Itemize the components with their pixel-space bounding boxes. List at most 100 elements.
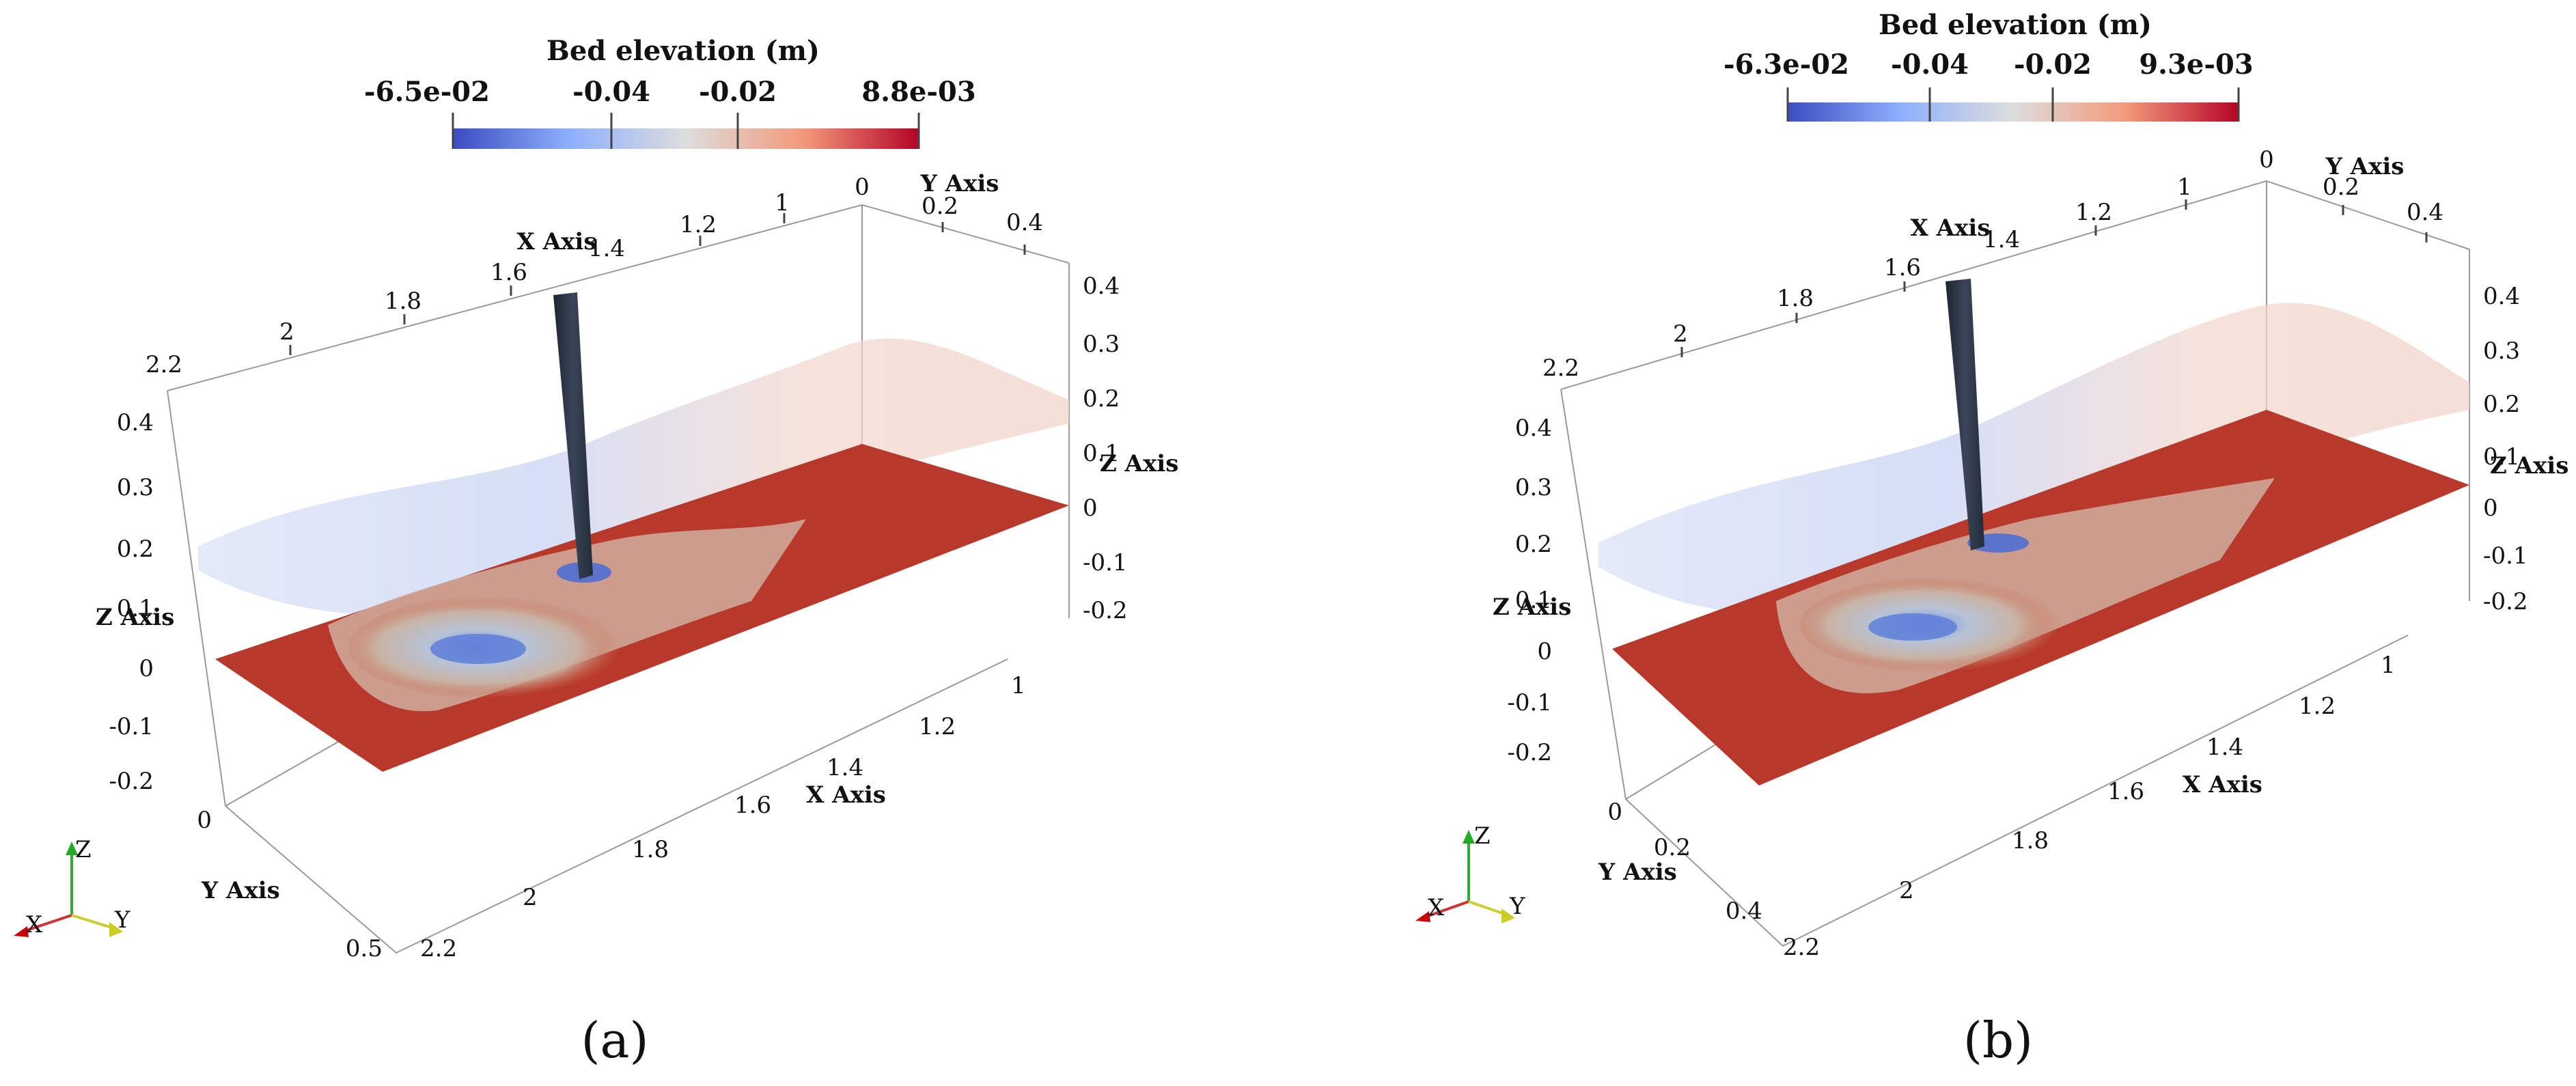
tick-label: 0	[139, 655, 154, 682]
tick-label: 2	[523, 884, 538, 911]
right-z-ticks-b: 0.4 0.3 0.2 0.1 0 -0.1 -0.2	[2483, 283, 2528, 615]
tick-label: 1.8	[632, 836, 669, 863]
pier-b	[1945, 279, 1984, 551]
tick-label: 2.2	[146, 351, 182, 378]
panel-a: Bed elevation (m) -6.5e-02 -0.04 -0.02 8…	[14, 35, 1178, 1069]
tick-label: 1.2	[919, 713, 956, 740]
x-axis-label-top-b: X Axis	[1911, 214, 1991, 242]
top-x-ticks-b: 2.2 2 1.8 1.6 1.4 1.2 1 0	[1542, 146, 2274, 382]
tick-label: 1.2	[2075, 199, 2112, 226]
y-arrow	[71, 914, 117, 930]
tick-label: 1.6	[1884, 254, 1921, 281]
colorbar-gradient-b	[1788, 102, 2239, 122]
tick-label: 0.2	[2323, 173, 2359, 201]
tick-label: 0.1	[2483, 443, 2520, 471]
tick-label: 0	[855, 173, 870, 201]
caption-a: (a)	[581, 1012, 648, 1069]
caption-b: (b)	[1963, 1012, 2033, 1069]
tick-label: 1.6	[490, 259, 527, 286]
tick-label: 0.4	[2483, 283, 2520, 310]
z-arrowhead-icon	[66, 841, 78, 855]
x-axis-label-bottom-a: X Axis	[806, 781, 886, 809]
tick-label: 0.4	[1083, 273, 1120, 300]
x-arrowhead-icon	[14, 926, 29, 937]
tick-label: 0.4	[1726, 897, 1762, 925]
scour-deep-a	[430, 634, 526, 664]
tick-label: 0.3	[117, 474, 154, 501]
tick-label: 0	[2259, 146, 2274, 173]
panel-b: Bed elevation (m) -6.3e-02 -0.04 -0.02 9…	[1415, 9, 2568, 1069]
tick-label: -0.2	[1507, 739, 1552, 766]
left-z-ticks-a: 0.4 0.3 0.2 0.1 0 -0.1 -0.2	[109, 409, 154, 795]
tick-label: 0	[1083, 495, 1098, 522]
x-axis-label-top-a: X Axis	[517, 228, 597, 255]
scour-deep-b	[1868, 613, 1957, 641]
triad-z-label: Z	[1474, 822, 1491, 850]
colorbar-gradient-a	[453, 128, 919, 149]
left-z-ticks-b: 0.4 0.3 0.2 0.1 0 -0.1 -0.2	[1507, 415, 1552, 766]
triad-y-label: Y	[1509, 893, 1525, 920]
z-axis-label-right-b: Z Axis	[2490, 452, 2568, 479]
pier-a	[553, 292, 593, 579]
colorbar-a: Bed elevation (m) -6.5e-02 -0.04 -0.02 8…	[364, 35, 976, 149]
colorbar-tick2-a: -0.02	[699, 76, 777, 108]
tick-label: 1.4	[2206, 734, 2243, 761]
water-surface-b	[1598, 303, 2469, 615]
z-axis-label-left-a: Z Axis	[96, 604, 174, 631]
tick-label: 0.2	[1083, 385, 1120, 413]
colorbar-tick1-b: -0.04	[1891, 48, 1969, 81]
triad-x-label: X	[26, 911, 43, 938]
colorbar-title-a: Bed elevation (m)	[546, 35, 820, 67]
bottom-front-edge	[1625, 635, 2409, 947]
y-axis-label-left-a: Y Axis	[201, 877, 280, 904]
tick-label: 1	[775, 189, 790, 217]
tick-label: 2	[279, 318, 294, 346]
x-arrowhead-icon	[1415, 911, 1430, 922]
tick-label: 0	[1537, 638, 1552, 665]
tick-label: 1.8	[2012, 827, 2049, 854]
x-arrow	[1424, 900, 1469, 919]
tick-label: 0	[1607, 798, 1622, 826]
tick-label: 1	[2381, 652, 2396, 679]
right-z-ticks-a: 0.4 0.3 0.2 0.1 0 -0.1 -0.2	[1083, 273, 1128, 624]
tick-label: 1.8	[1777, 285, 1814, 312]
tick-label: 2.2	[420, 935, 457, 962]
tick-label: 0.4	[117, 409, 154, 436]
z-axis-label-left-b: Z Axis	[1493, 594, 1571, 621]
tick-label: -0.1	[2483, 542, 2528, 570]
y-arrowhead-icon	[1501, 908, 1515, 923]
tick-label: 0.2	[1515, 531, 1552, 558]
tick-label: 0.4	[1515, 415, 1552, 442]
colorbar-tick1-a: -0.04	[572, 76, 650, 108]
z-axis-label-right-a: Z Axis	[1100, 450, 1178, 477]
tick-label: 2.2	[1783, 934, 1820, 961]
left-vertical-edge	[167, 390, 226, 807]
colorbar-min-b: -6.3e-02	[1723, 48, 1849, 81]
tick-label: 1.8	[385, 288, 421, 315]
z-arrowhead-icon	[1463, 830, 1475, 844]
tick-label: 0	[197, 807, 212, 834]
tick-label: 1.4	[827, 754, 863, 781]
tick-label: -0.1	[109, 713, 154, 740]
tick-label: 0.4	[2407, 199, 2443, 226]
tick-label: -0.2	[109, 768, 154, 795]
bottom-x-ticks-b: 1 1.2 1.4 1.6 1.8 2 2.2	[1783, 652, 2396, 961]
colorbar-min-a: -6.5e-02	[364, 76, 490, 108]
tick-label: 1.2	[680, 211, 717, 238]
tick-label: 1.4	[1983, 226, 2020, 253]
colorbar-max-b: 9.3e-03	[2139, 48, 2253, 81]
y-arrowhead-icon	[109, 922, 123, 937]
y-axis-label-top-a: Y Axis	[920, 170, 999, 197]
tick-label: 0	[2483, 495, 2498, 522]
tick-label: 0.2	[2483, 391, 2520, 418]
top-x-ticks-a: 2.2 2 1.8 1.6 1.4 1.2 1 0	[146, 173, 870, 378]
tick-label: 0.3	[1515, 474, 1552, 501]
tick-label: 2	[1899, 877, 1914, 904]
x-axis-label-bottom-b: X Axis	[2183, 771, 2262, 798]
colorbar-title-b: Bed elevation (m)	[1879, 9, 2152, 41]
tick-label: -0.1	[1507, 689, 1552, 716]
triad-z-label: Z	[75, 836, 92, 863]
tick-label: 0.4	[1006, 209, 1043, 236]
tick-label: -0.1	[1083, 549, 1128, 576]
